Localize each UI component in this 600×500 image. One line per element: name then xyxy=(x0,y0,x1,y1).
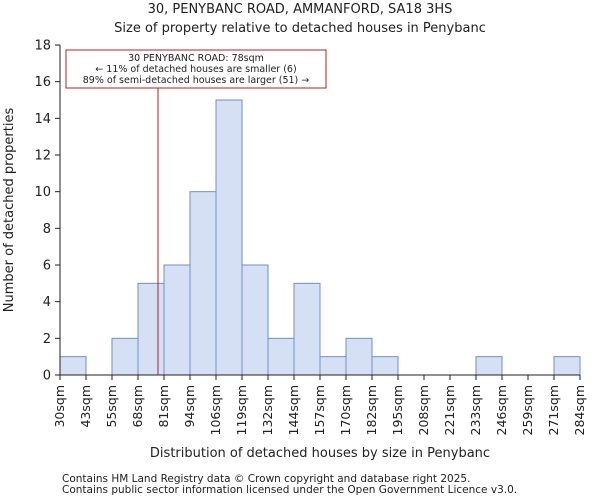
bar-233sqm xyxy=(475,356,503,376)
x-tick-label: 94sqm xyxy=(182,385,197,428)
x-tick-label: 81sqm xyxy=(156,385,171,428)
x-tick-label: 271sqm xyxy=(546,385,561,435)
y-tick-label: 12 xyxy=(34,149,51,164)
bar-157sqm xyxy=(319,356,347,376)
x-tick-label: 68sqm xyxy=(130,385,145,428)
y-tick-label: 6 xyxy=(43,259,51,274)
x-tick-label: 170sqm xyxy=(338,385,353,435)
bar-182sqm xyxy=(371,356,399,376)
bar-55sqm xyxy=(111,337,139,376)
bar-106sqm xyxy=(215,99,243,376)
x-tick-label: 221sqm xyxy=(442,385,457,435)
x-tick-label: 259sqm xyxy=(520,385,535,435)
x-tick-label: 182sqm xyxy=(364,385,379,435)
bar-68sqm xyxy=(137,282,165,376)
x-tick-label: 233sqm xyxy=(468,385,483,435)
x-tick-label: 43sqm xyxy=(78,385,93,428)
y-tick-label: 16 xyxy=(34,75,51,90)
x-tick-label: 208sqm xyxy=(416,385,431,435)
bar-132sqm xyxy=(267,337,295,376)
x-tick-label: 55sqm xyxy=(104,385,119,428)
footer-copyright: Contains HM Land Registry data © Crown c… xyxy=(62,473,471,485)
chart-subtitle: Size of property relative to detached ho… xyxy=(114,21,486,36)
annotation-line-3: 89% of semi-detached houses are larger (… xyxy=(83,75,310,86)
x-tick-label: 132sqm xyxy=(260,385,275,435)
y-axis-label: Number of detached properties xyxy=(2,108,17,313)
bar-94sqm xyxy=(189,191,217,376)
x-tick-label: 106sqm xyxy=(208,385,223,435)
chart-title: 30, PENYBANC ROAD, AMMANFORD, SA18 3HS xyxy=(147,2,453,17)
y-tick-label: 0 xyxy=(43,369,51,384)
footer-licence: Contains public sector information licen… xyxy=(62,484,518,496)
y-tick-label: 4 xyxy=(43,295,51,310)
y-tick-label: 10 xyxy=(34,185,51,200)
x-tick-label: 246sqm xyxy=(494,385,509,435)
annotation-line-1: 30 PENYBANC ROAD: 78sqm xyxy=(128,53,264,64)
bar-30sqm xyxy=(59,356,87,376)
x-tick-label: 284sqm xyxy=(572,385,587,435)
x-axis-label: Distribution of detached houses by size … xyxy=(150,446,490,461)
x-tick-label: 144sqm xyxy=(286,385,301,435)
bar-81sqm xyxy=(163,264,191,376)
x-tick-label: 195sqm xyxy=(390,385,405,435)
x-tick-label: 119sqm xyxy=(234,385,249,435)
bar-144sqm xyxy=(293,282,321,376)
annotation-box xyxy=(65,49,327,89)
y-tick-label: 14 xyxy=(34,112,51,127)
bar-271sqm xyxy=(553,356,581,376)
x-tick-label: 30sqm xyxy=(52,385,67,428)
annotation-line-2: ← 11% of detached houses are smaller (6) xyxy=(95,64,296,75)
y-tick-label: 18 xyxy=(34,39,51,54)
y-tick-label: 8 xyxy=(43,222,51,237)
bar-119sqm xyxy=(241,264,269,376)
y-tick-label: 2 xyxy=(43,332,51,347)
x-tick-label: 157sqm xyxy=(312,385,327,435)
bar-170sqm xyxy=(345,337,373,376)
